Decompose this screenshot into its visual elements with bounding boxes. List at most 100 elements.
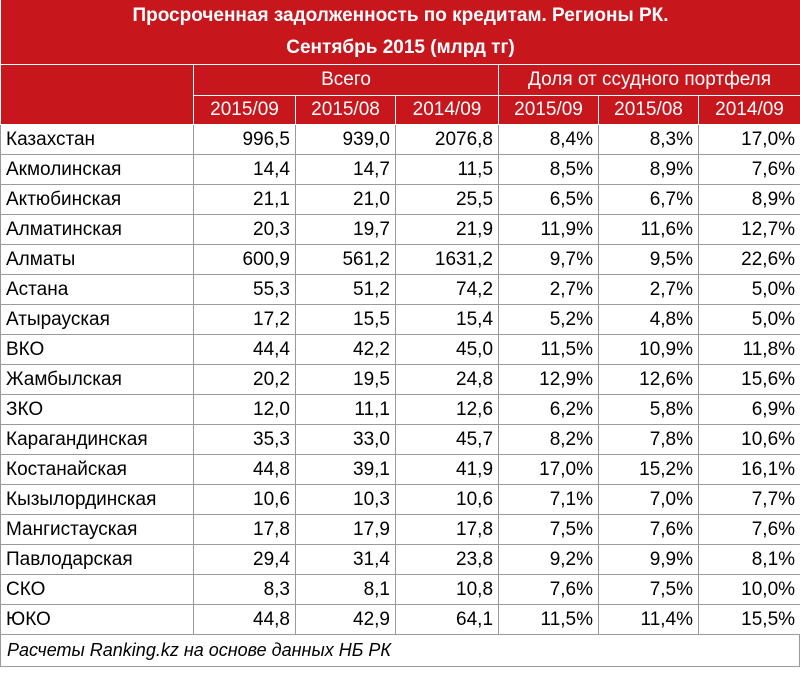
table-row: Костанайская 44,8 39,1 41,9 17,0% 15,2% 16,1% <box>0 454 800 485</box>
value-cell: 12,9% <box>498 364 600 395</box>
value-cell: 12,6 <box>394 394 500 425</box>
value-cell: 8,9% <box>698 184 800 215</box>
region-cell: Карагандинская <box>0 424 194 455</box>
value-cell: 23,8 <box>394 544 500 575</box>
value-cell: 42,2 <box>295 334 396 365</box>
value-cell: 19,7 <box>295 214 396 245</box>
value-cell: 7,5% <box>598 574 700 605</box>
value-cell: 10,0% <box>698 574 800 605</box>
column-header: 2014/09 <box>698 95 800 125</box>
region-cell: Кызылординская <box>0 484 194 515</box>
region-cell: Атырауская <box>0 304 194 335</box>
value-cell: 16,1% <box>698 454 800 485</box>
value-cell: 6,2% <box>498 394 600 425</box>
value-cell: 35,3 <box>193 424 296 455</box>
value-cell: 12,7% <box>698 214 800 245</box>
value-cell: 29,4 <box>193 544 296 575</box>
table-row: Карагандинская 35,3 33,0 45,7 8,2% 7,8% 10,6% <box>0 424 800 455</box>
value-cell: 12,6% <box>598 364 700 395</box>
value-cell: 9,2% <box>498 544 600 575</box>
value-cell: 8,4% <box>498 124 600 155</box>
value-cell: 33,0 <box>295 424 396 455</box>
value-cell: 11,8% <box>698 334 800 365</box>
value-cell: 5,0% <box>698 274 800 305</box>
value-cell: 6,9% <box>698 394 800 425</box>
value-cell: 51,2 <box>295 274 396 305</box>
value-cell: 17,2 <box>193 304 296 335</box>
table-row: Жамбылская 20,2 19,5 24,8 12,9% 12,6% 15,6% <box>0 364 800 395</box>
value-cell: 10,9% <box>598 334 700 365</box>
value-cell: 14,7 <box>295 154 396 185</box>
column-header: 2015/09 <box>193 95 296 125</box>
table-row: Мангистауская 17,8 17,9 17,8 7,5% 7,6% 7,6% <box>0 514 800 545</box>
value-cell: 45,0 <box>394 334 500 365</box>
value-cell: 8,3 <box>193 574 296 605</box>
region-cell: Алматы <box>0 244 194 275</box>
value-cell: 4,8% <box>598 304 700 335</box>
value-cell: 41,9 <box>394 454 500 485</box>
region-cell: Мангистауская <box>0 514 194 545</box>
value-cell: 5,8% <box>598 394 700 425</box>
value-cell: 7,6% <box>698 514 800 545</box>
value-cell: 21,0 <box>295 184 396 215</box>
table: Всего Доля от ссудного портфеля 2015/09 2… <box>0 64 800 635</box>
value-cell: 44,8 <box>193 604 296 635</box>
value-cell: 10,6 <box>193 484 296 515</box>
footer: Расчеты Ranking.kz на основе данных НБ Р… <box>0 635 800 667</box>
value-cell: 7,6% <box>498 574 600 605</box>
value-cell: 64,1 <box>394 604 500 635</box>
table-row: Алматинская 20,3 19,7 21,9 11,9% 11,6% 12,7% <box>0 214 800 245</box>
table-row: Алматы 600,9 561,2 1631,2 9,7% 9,5% 22,6% <box>0 244 800 275</box>
table-row: Павлодарская 29,4 31,4 23,8 9,2% 9,9% 8,1% <box>0 544 800 575</box>
table-row: ЮКО 44,8 42,9 64,1 11,5% 11,4% 15,5% <box>0 604 800 635</box>
value-cell: 8,1% <box>698 544 800 575</box>
value-cell: 8,2% <box>498 424 600 455</box>
table-row: Казахстан 996,5 939,0 2076,8 8,4% 8,3% 17,0% <box>0 124 800 155</box>
value-cell: 9,7% <box>498 244 600 275</box>
value-cell: 45,7 <box>394 424 500 455</box>
column-header: 2015/08 <box>295 95 396 125</box>
value-cell: 10,6 <box>394 484 500 515</box>
value-cell: 15,5% <box>698 604 800 635</box>
region-cell: ЮКО <box>0 604 194 635</box>
table-row: Атырауская 17,2 15,5 15,4 5,2% 4,8% 5,0% <box>0 304 800 335</box>
title-line: Просроченная задолженность по кредитам. … <box>0 0 800 32</box>
value-cell: 15,6% <box>698 364 800 395</box>
column-header: 2015/08 <box>598 95 700 125</box>
value-cell: 7,8% <box>598 424 700 455</box>
column-header: 2015/09 <box>498 95 600 125</box>
value-cell: 8,9% <box>598 154 700 185</box>
value-cell: 39,1 <box>295 454 396 485</box>
region-cell: Павлодарская <box>0 544 194 575</box>
value-cell: 15,4 <box>394 304 500 335</box>
table-row: Актюбинская 21,1 21,0 25,5 6,5% 6,7% 8,9% <box>0 184 800 215</box>
value-cell: 7,7% <box>698 484 800 515</box>
value-cell: 8,5% <box>498 154 600 185</box>
value-cell: 7,5% <box>498 514 600 545</box>
value-cell: 5,0% <box>698 304 800 335</box>
value-cell: 17,8 <box>193 514 296 545</box>
value-cell: 15,2% <box>598 454 700 485</box>
value-cell: 17,0% <box>498 454 600 485</box>
value-cell: 17,0% <box>698 124 800 155</box>
value-cell: 7,6% <box>698 154 800 185</box>
value-cell: 996,5 <box>193 124 296 155</box>
region-cell: Акмолинская <box>0 154 194 185</box>
value-cell: 9,5% <box>598 244 700 275</box>
value-cell: 15,5 <box>295 304 396 335</box>
value-cell: 8,3% <box>598 124 700 155</box>
value-cell: 2076,8 <box>394 124 500 155</box>
value-cell: 14,4 <box>193 154 296 185</box>
region-cell: Костанайская <box>0 454 194 485</box>
value-cell: 44,8 <box>193 454 296 485</box>
region-cell: Актюбинская <box>0 184 194 215</box>
value-cell: 11,9% <box>498 214 600 245</box>
value-cell: 10,6% <box>698 424 800 455</box>
value-cell: 17,9 <box>295 514 396 545</box>
region-cell: Жамбылская <box>0 364 194 395</box>
value-cell: 2,7% <box>598 274 700 305</box>
value-cell: 8,1 <box>295 574 396 605</box>
table-row: Кызылординская 10,6 10,3 10,6 7,1% 7,0% 7,7% <box>0 484 800 515</box>
value-cell: 24,8 <box>394 364 500 395</box>
